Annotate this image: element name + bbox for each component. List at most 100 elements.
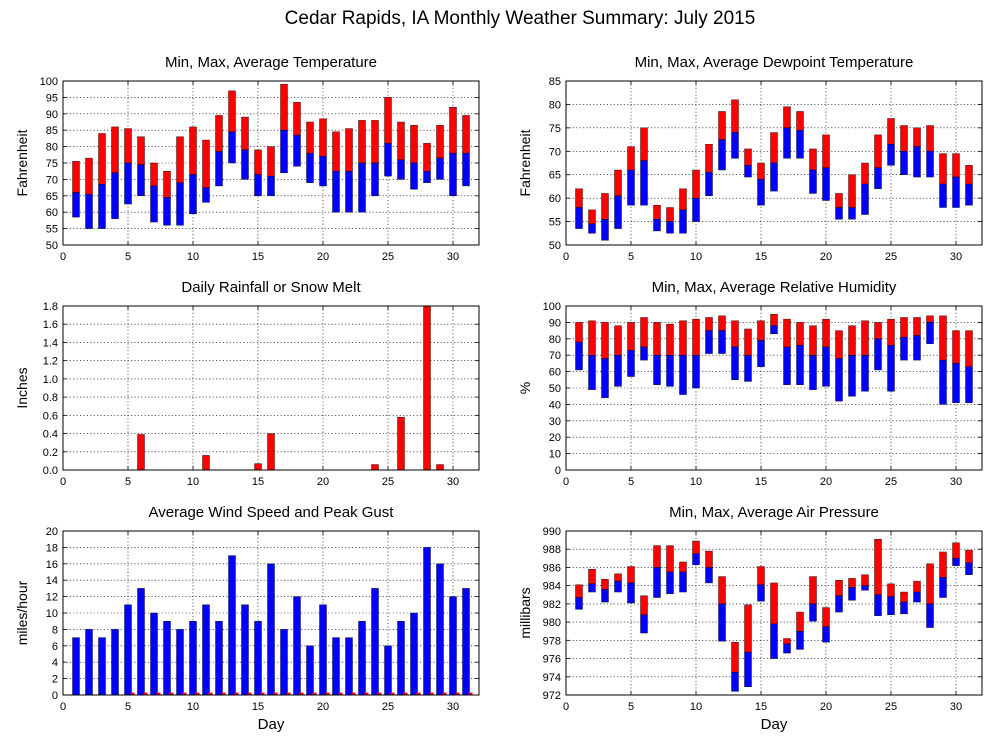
temperature-ytick-label: 75 [46, 158, 58, 170]
dewpoint-bar-upper [744, 148, 752, 166]
temperature-bar-upper [72, 161, 80, 193]
humidity-bar-upper [692, 318, 700, 356]
dewpoint-bar-lower [627, 169, 635, 206]
wind-ytick-label: 18 [46, 542, 58, 554]
temperature-ytick-label: 90 [46, 109, 58, 121]
temperature-bar-lower [384, 143, 392, 177]
wind-bar [267, 563, 275, 696]
wind-gust-bar [325, 692, 330, 695]
humidity-title: Min, Max, Average Relative Humidity [652, 279, 897, 296]
rainfall-ytick-label: 0.0 [43, 465, 58, 477]
wind-gust-bar [338, 692, 343, 695]
humidity-bar-lower [887, 345, 895, 392]
wind-bar [345, 637, 353, 696]
pressure-bar-lower [926, 603, 934, 628]
dewpoint-ytick-label: 55 [549, 217, 561, 229]
temperature-ytick-label: 55 [46, 224, 58, 236]
pressure-bar-lower [835, 595, 843, 613]
wind-bar [384, 645, 392, 696]
rainfall-bar [267, 433, 275, 471]
pressure-bar-upper [913, 580, 921, 593]
temperature-bar-upper [410, 125, 418, 164]
temperature-bar-upper [280, 84, 288, 131]
pressure-ytick-label: 984 [543, 581, 561, 593]
humidity-bar-upper [822, 318, 830, 348]
dewpoint-xtick-label: 0 [563, 251, 569, 263]
pressure-bar-upper [692, 540, 700, 554]
wind-gust-bar [143, 692, 148, 695]
pressure-ytick-label: 974 [543, 672, 561, 684]
temperature-xtick-label: 15 [252, 251, 264, 263]
pressure-bar-lower [796, 631, 804, 650]
humidity-bar-lower [861, 355, 869, 392]
temperature-bar-upper [137, 136, 145, 165]
wind-bar [332, 637, 340, 696]
temperature-bar-lower [202, 187, 210, 203]
rainfall-bar [202, 455, 210, 471]
pressure-bar-upper [653, 545, 661, 568]
dewpoint-bar-upper [900, 125, 908, 152]
dewpoint-bar-upper [874, 134, 882, 168]
humidity-bar-upper [653, 322, 661, 356]
humidity-ytick-label: 50 [549, 383, 561, 395]
wind-xtick-label: 20 [317, 701, 329, 713]
humidity-bar-upper [835, 330, 843, 359]
pressure-plot-frame [565, 530, 983, 696]
pressure-ylabel: millibars [517, 587, 533, 638]
temperature-bar-upper [397, 121, 405, 160]
wind-bar [358, 621, 366, 696]
wind-chart: Average Wind Speed and Peak Gust miles/ho… [14, 504, 480, 733]
dewpoint-bar-lower [718, 139, 726, 171]
temperature-bar-upper [150, 162, 158, 187]
humidity-ytick-label: 30 [549, 416, 561, 428]
humidity-xtick-label: 25 [885, 476, 897, 488]
humidity-bar-upper [601, 322, 609, 359]
humidity-bar-lower [874, 338, 882, 371]
dewpoint-bar-lower [666, 221, 674, 234]
temperature-bar-upper [228, 90, 236, 133]
pressure-title: Min, Max, Average Air Pressure [669, 504, 879, 521]
humidity-bar-lower [614, 355, 622, 387]
wind-gust-bar [273, 692, 278, 695]
temperature-xtick-label: 10 [187, 251, 199, 263]
wind-bar [449, 596, 457, 696]
figure-title: Cedar Rapids, IA Monthly Weather Summary… [285, 8, 756, 29]
dewpoint-bar-lower [861, 183, 869, 215]
pressure-bar-upper [783, 638, 791, 645]
humidity-xtick-label: 5 [628, 476, 634, 488]
rainfall-ytick-label: 0.4 [43, 429, 58, 441]
pressure-bar-lower [705, 567, 713, 584]
wind-gust-bar [221, 692, 226, 695]
temperature-bar-upper [306, 121, 314, 154]
dewpoint-ylabel: Fahrenheit [517, 129, 533, 196]
humidity-bar-lower [653, 355, 661, 385]
temperature-bar-lower [85, 193, 93, 229]
humidity-bar-upper [640, 317, 648, 348]
humidity-bar-upper [809, 325, 817, 356]
temperature-bar-lower [436, 157, 444, 180]
humidity-bar-upper [965, 330, 973, 367]
temperature-bar-upper [345, 128, 353, 172]
wind-bar [423, 547, 431, 696]
dewpoint-ytick-label: 70 [549, 146, 561, 158]
pressure-xtick-label: 20 [820, 701, 832, 713]
rainfall-bar [371, 464, 379, 471]
pressure-bar-upper [952, 542, 960, 559]
humidity-bar-lower [640, 346, 648, 361]
pressure-bar-lower [770, 623, 778, 659]
humidity-bar-lower [900, 336, 908, 361]
dewpoint-bar-upper [731, 99, 739, 133]
humidity-bar-lower [627, 350, 635, 377]
dewpoint-bar-lower [744, 165, 752, 178]
humidity-xtick-label: 10 [690, 476, 702, 488]
humidity-bar-lower [731, 346, 739, 380]
humidity-bar-upper [913, 317, 921, 336]
wind-ytick-label: 0 [52, 690, 58, 702]
humidity-bar-upper [783, 318, 791, 348]
temperature-bar-lower [371, 162, 379, 196]
temperature-bar-upper [189, 126, 197, 175]
humidity-chart: Min, Max, Average Relative Humidity% 0 10 2… [517, 279, 983, 488]
pressure-bar-lower [952, 558, 960, 566]
dewpoint-bar-upper [614, 169, 622, 196]
dewpoint-xtick-label: 5 [628, 251, 634, 263]
